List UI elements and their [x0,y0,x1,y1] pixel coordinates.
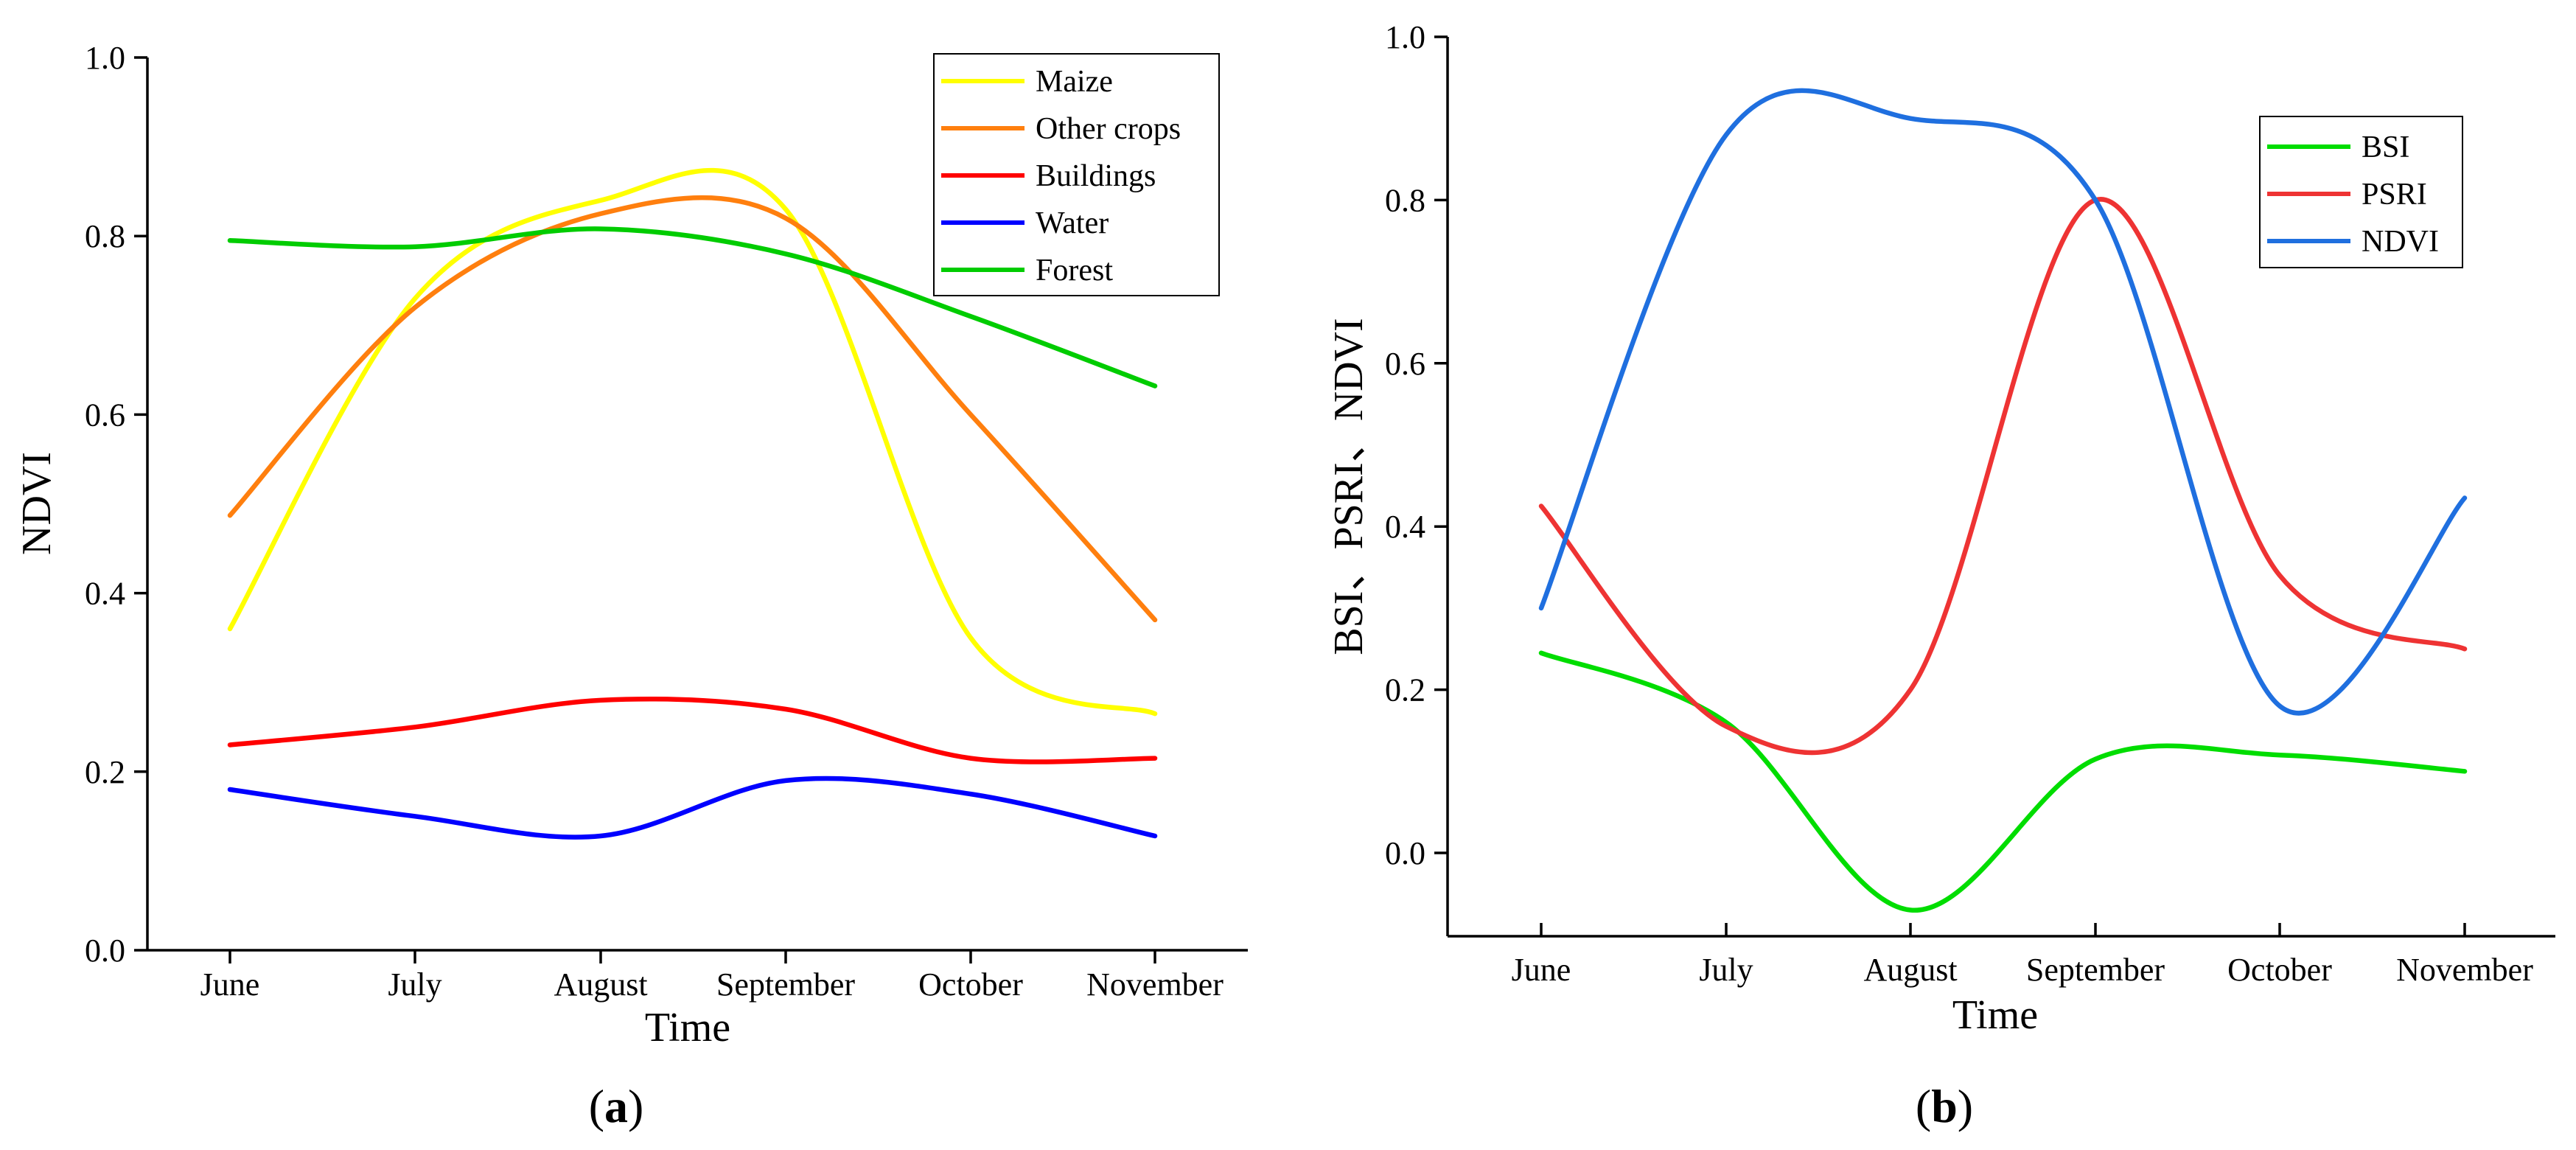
x-ticks-b: June July August September October November [1512,923,2533,988]
panel-label-a-letter: a [604,1080,628,1132]
series-line-b-ndvi [1538,88,2468,716]
y-tick-label-b-3: 0.6 [1385,346,1425,382]
x-ticks-a: June July August September October November [200,950,1224,1003]
legend-label-b-2: NDVI [2362,225,2439,259]
series-line-a-water [227,776,1158,840]
x-tick-label-a-3: September [716,966,856,1003]
y-tick-label-b-1: 0.2 [1385,672,1425,708]
y-tick-label-a-1: 0.2 [85,754,125,790]
x-tick-label-a-5: November [1086,966,1224,1003]
chart-panel-a: 0.0 0.2 0.4 0.6 0.8 1.0 June July August Septemb… [14,40,1248,1132]
y-tick-label-a-3: 0.6 [85,397,125,433]
x-tick-label-b-0: June [1512,952,1571,988]
x-tick-label-a-4: October [918,966,1023,1003]
panel-label-a-open: ( [589,1080,604,1132]
panel-label-b-open: ( [1916,1080,1931,1132]
x-tick-label-b-3: September [2026,952,2165,988]
x-tick-label-b-2: August [1863,952,1957,988]
y-axis-title-b: BSI、PSRI、NDVI [1326,318,1372,655]
panel-label-b: (b) [1916,1080,1973,1132]
series-line-a-maize [227,167,1158,717]
y-axis-title-a: NDVI [14,452,60,555]
y-ticks-b: 0.0 0.2 0.4 0.6 0.8 1.0 [1385,19,1448,871]
series-line-b-psri [1538,197,2468,756]
y-tick-label-b-5: 1.0 [1385,19,1425,55]
legend-label-b-0: BSI [2362,130,2409,164]
series-line-a-forest [227,226,1158,388]
x-axis-title-a: Time [645,1005,730,1050]
chart-panel-b: 0.0 0.2 0.4 0.6 0.8 1.0 June July August Septemb… [1326,19,2555,1132]
y-tick-label-a-4: 0.8 [85,218,125,254]
y-tick-label-b-4: 0.8 [1385,182,1425,218]
legend-label-b-1: PSRI [2362,178,2427,212]
legend-a: Maize Other crops Buildings Water Forest [933,53,1220,296]
legend-label-a-1: Other crops [1036,112,1181,146]
x-tick-label-a-2: August [554,966,647,1003]
x-tick-label-b-4: October [2227,952,2332,988]
y-tick-label-a-2: 0.4 [85,576,125,612]
x-axis-title-b: Time [1952,992,2038,1038]
x-tick-label-a-0: June [200,966,260,1003]
x-tick-label-a-1: July [388,966,441,1003]
panel-label-b-letter: b [1931,1080,1958,1132]
y-tick-label-a-0: 0.0 [85,933,125,969]
legend-label-a-2: Buildings [1036,159,1156,193]
panel-label-a-close: ) [628,1080,643,1132]
y-ticks-a: 0.0 0.2 0.4 0.6 0.8 1.0 [85,40,147,969]
series-group-b [1538,88,2468,913]
series-line-a-buildings [227,697,1158,764]
x-tick-label-b-5: November [2396,952,2533,988]
legend-label-a-3: Water [1036,206,1109,240]
panel-label-b-close: ) [1958,1080,1973,1132]
legend-label-a-0: Maize [1036,65,1113,99]
legend-label-a-4: Forest [1036,254,1113,288]
series-group-a [227,167,1158,840]
legend-b: BSI PSRI NDVI [2259,116,2463,268]
series-line-b-bsi [1538,650,2468,913]
x-tick-label-b-1: July [1699,952,1753,988]
y-tick-label-a-5: 1.0 [85,40,125,76]
series-line-a-other-crops [227,195,1158,623]
y-tick-label-b-2: 0.4 [1385,509,1425,545]
panel-label-a: (a) [589,1080,644,1132]
y-tick-label-b-0: 0.0 [1385,835,1425,871]
